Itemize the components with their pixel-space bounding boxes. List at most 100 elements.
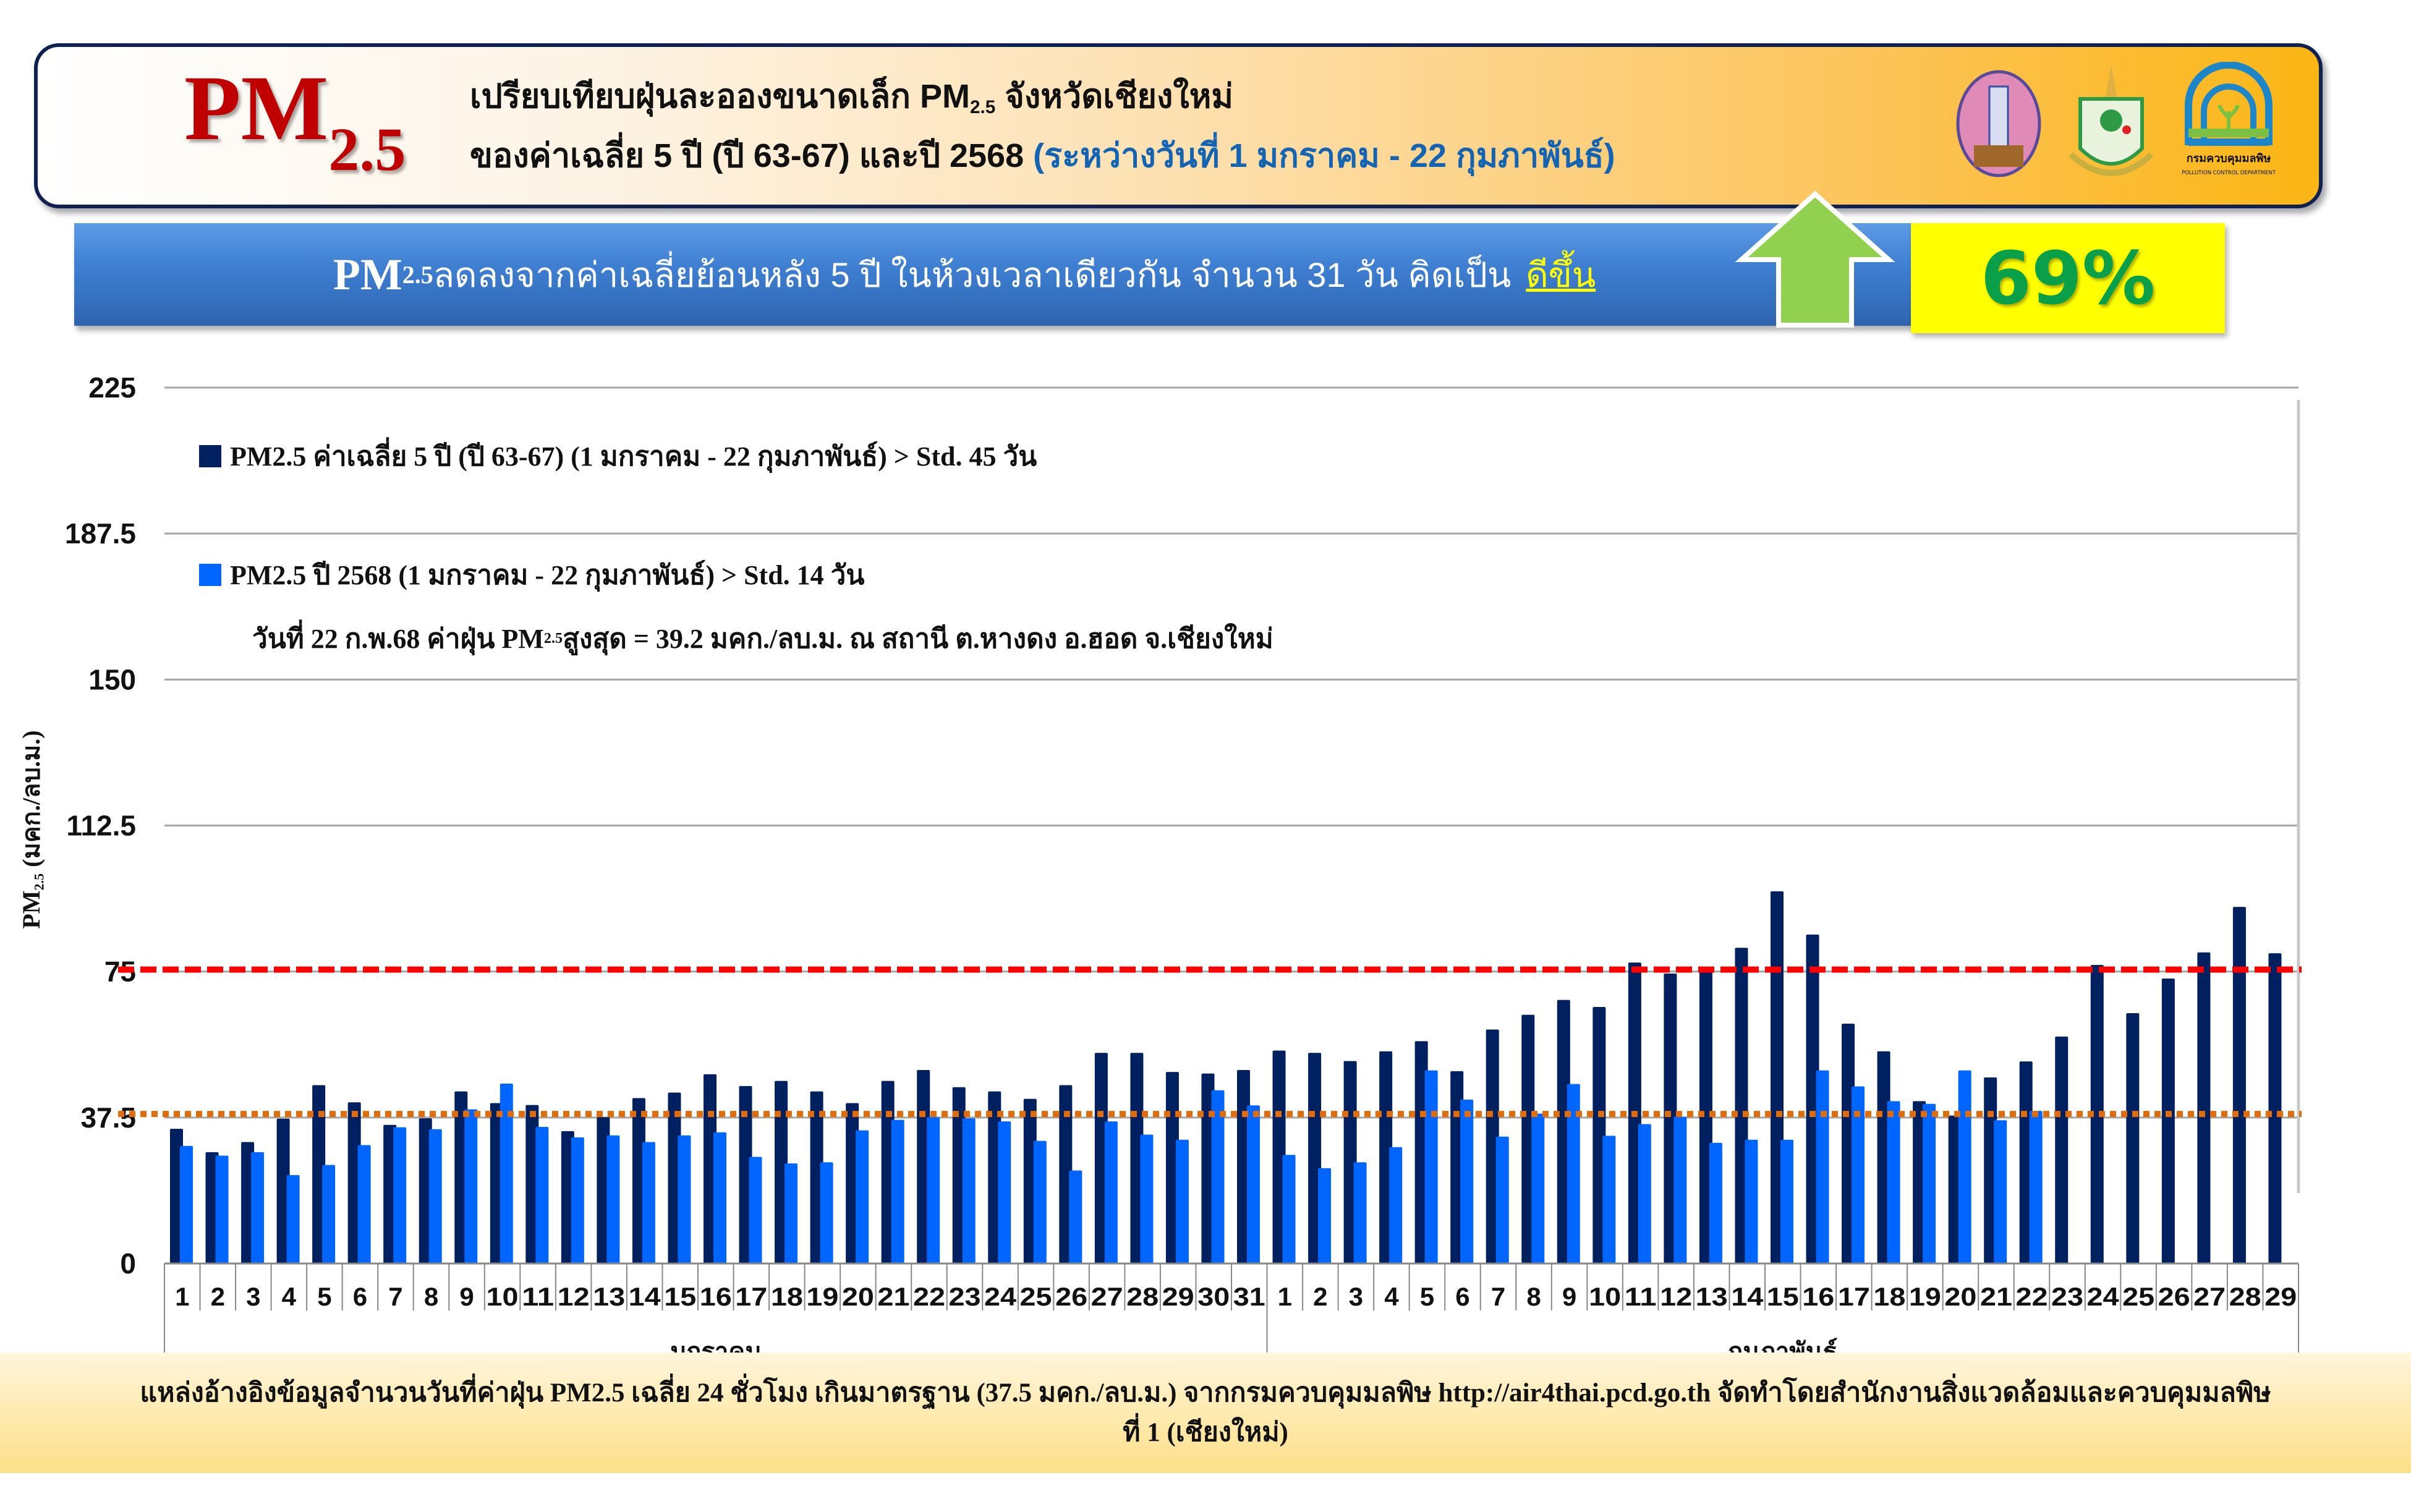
bar-5yr-avg [1059, 1085, 1073, 1264]
bar-5yr-avg [205, 1152, 219, 1264]
x-tick-label: 3 [1349, 1282, 1363, 1311]
improvement-percent: 69% [1980, 236, 2156, 321]
x-tick-label: 16 [1802, 1282, 1834, 1311]
bar-2568 [2029, 1111, 2043, 1264]
bar-2568 [1780, 1139, 1793, 1264]
bar-2568 [1424, 1070, 1438, 1264]
bar-2568 [464, 1109, 478, 1264]
bar-5yr-avg [1664, 973, 1677, 1264]
y-tick-label: 187.5 [65, 517, 136, 550]
better-label: ดีขึ้น [1526, 255, 1596, 294]
bar-2568 [180, 1145, 193, 1264]
bar-5yr-avg [597, 1117, 610, 1264]
bar-5yr-avg [917, 1070, 930, 1264]
legend-label-2568: PM2.5 ปี 2568 (1 มกราคม - 22 กุมภาพันธ์)… [230, 560, 865, 590]
x-tick-label: 11 [522, 1282, 554, 1311]
x-tick-label: 13 [1696, 1282, 1728, 1311]
bar-5yr-avg [170, 1129, 183, 1264]
bar-5yr-avg [846, 1103, 859, 1264]
bar-5yr-avg [1984, 1077, 1997, 1264]
bar-2568 [1175, 1139, 1189, 1264]
x-tick-label: 10 [487, 1282, 519, 1311]
bar-2568 [1602, 1136, 1616, 1264]
bar-2568 [678, 1135, 691, 1264]
x-tick-label: 9 [459, 1282, 474, 1311]
bar-2568 [1211, 1090, 1225, 1264]
x-tick-label: 26 [2158, 1282, 2190, 1311]
x-tick-label: 26 [1055, 1282, 1087, 1311]
x-tick-label: 6 [1455, 1282, 1469, 1311]
bar-2568 [322, 1165, 336, 1264]
bar-2568 [1104, 1121, 1118, 1264]
bar-5yr-avg [2055, 1036, 2069, 1264]
bar-2568 [1069, 1170, 1082, 1264]
bar-5yr-avg [1450, 1071, 1464, 1264]
bar-5yr-avg [1557, 1000, 1570, 1264]
summary-text: PM 2.5 ลดลงจากค่าเฉลี่ยย้อนหลัง 5 ปี ในห้… [74, 223, 1855, 326]
bar-2568 [500, 1084, 513, 1264]
x-tick-label: 1 [175, 1282, 189, 1311]
x-tick-label: 29 [2264, 1282, 2297, 1311]
legend-item-2568: PM2.5 ปี 2568 (1 มกราคม - 22 กุมภาพันธ์)… [199, 553, 864, 597]
x-tick-label: 22 [2016, 1282, 2048, 1311]
bar-2568 [820, 1162, 833, 1264]
bar-5yr-avg [810, 1091, 823, 1264]
header-panel [34, 43, 2323, 208]
bar-2568 [1994, 1120, 2007, 1264]
arrow-up-icon [1735, 190, 1895, 328]
bar-2568 [1353, 1162, 1367, 1264]
title-line-2: ของค่าเฉลี่ย 5 ปี (ปี 63-67) และปี 2568 … [470, 129, 1615, 182]
legend-swatch-5yr [199, 445, 221, 467]
footer-line-2: ที่ 1 (เชียงใหม่) [1123, 1418, 1288, 1447]
x-tick-label: 12 [558, 1282, 590, 1311]
summary-banner: PM 2.5 ลดลงจากค่าเฉลี่ยย้อนหลัง 5 ปี ในห้… [74, 223, 1914, 326]
x-tick-label: 19 [806, 1282, 838, 1311]
y-tick-label: 225 [88, 372, 136, 404]
bar-5yr-avg [347, 1102, 361, 1264]
x-tick-label: 20 [842, 1282, 874, 1311]
y-axis-sub: 2.5 [31, 873, 47, 891]
banner-pm-sub: 2.5 [402, 260, 433, 289]
bar-5yr-avg [454, 1091, 468, 1264]
x-tick-label: 23 [949, 1282, 981, 1311]
x-tick-label: 28 [2229, 1282, 2261, 1311]
x-tick-label: 19 [1909, 1282, 1941, 1311]
bar-5yr-avg [1237, 1070, 1250, 1264]
title-text: เปรียบเทียบฝุ่นละอองขนาดเล็ก PM [470, 78, 970, 115]
x-tick-label: 21 [877, 1282, 909, 1311]
x-tick-label: 24 [2087, 1282, 2120, 1311]
bar-2568 [1638, 1124, 1651, 1264]
bar-5yr-avg [988, 1091, 1001, 1264]
bar-5yr-avg [1308, 1053, 1322, 1264]
x-tick-label: 3 [246, 1282, 260, 1311]
x-tick-label: 4 [1384, 1282, 1399, 1311]
bar-5yr-avg [1521, 1014, 1535, 1264]
bar-5yr-avg [1735, 948, 1748, 1264]
bar-2568 [856, 1130, 869, 1264]
bar-5yr-avg [881, 1081, 895, 1264]
bar-5yr-avg [241, 1142, 255, 1264]
note-text-b: สูงสุด = 39.2 มคก./ลบ.ม. ณ สถานี ต.หางดง… [563, 624, 1274, 654]
y-tick-label: 37.5 [80, 1102, 136, 1134]
bar-5yr-avg [2161, 979, 2175, 1264]
bar-5yr-avg [704, 1074, 716, 1264]
bar-2568 [1318, 1168, 1332, 1264]
x-tick-label: 20 [1944, 1282, 1976, 1311]
x-tick-label: 8 [424, 1282, 438, 1311]
bar-5yr-avg [561, 1131, 574, 1264]
x-tick-label: 16 [700, 1282, 732, 1311]
x-tick-label: 9 [1562, 1282, 1576, 1311]
bar-2568 [1033, 1140, 1047, 1264]
pm-logo-main: PM [184, 57, 329, 159]
x-tick-label: 24 [984, 1282, 1017, 1311]
x-tick-label: 22 [913, 1282, 945, 1311]
bar-5yr-avg [952, 1087, 966, 1264]
bar-2568 [713, 1132, 726, 1264]
x-tick-label: 17 [735, 1282, 767, 1311]
x-tick-label: 6 [353, 1282, 367, 1311]
bar-2568 [215, 1155, 229, 1264]
x-tick-label: 1 [1278, 1282, 1292, 1311]
x-tick-label: 15 [664, 1282, 696, 1311]
footer-line-1: แหล่งอ้างอิงข้อมูลจำนวนวันที่ค่าฝุ่น PM2… [140, 1378, 2271, 1408]
title-line-1: เปรียบเทียบฝุ่นละอองขนาดเล็ก PM2.5 จังหว… [470, 69, 1233, 122]
